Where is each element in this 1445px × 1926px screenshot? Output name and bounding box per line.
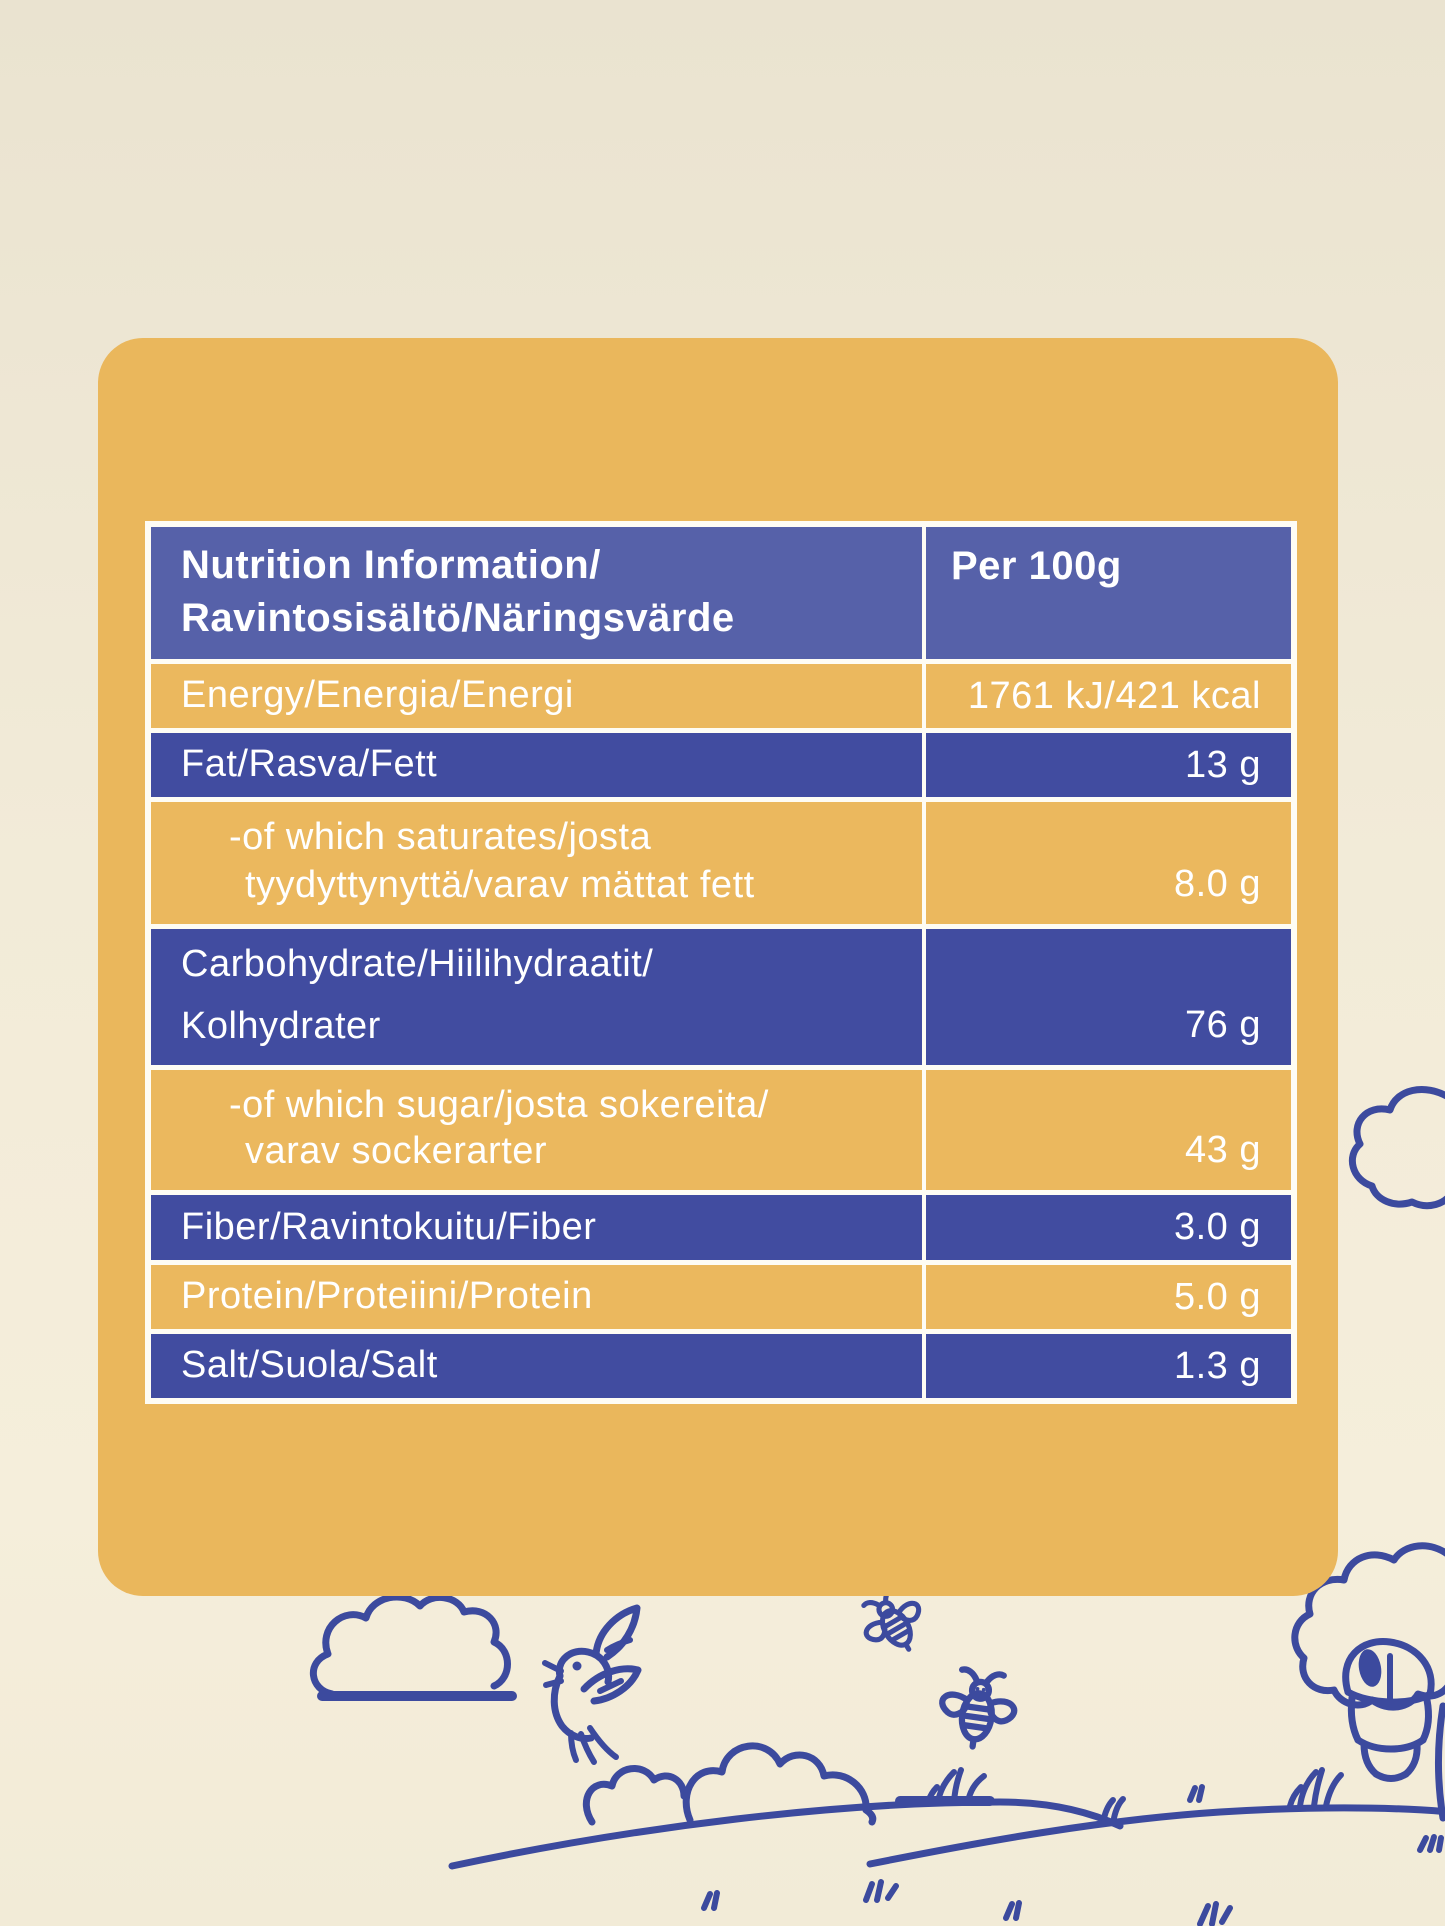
row-value-text: 5.0 g (1173, 1275, 1261, 1318)
cloud-icon (309, 1593, 517, 1701)
row-label-text: Protein/Proteiini/Protein (181, 1275, 593, 1318)
per-100g-label: Per 100g (951, 544, 1122, 588)
row-label-text: Carbohydrate/Hiilihydraatit/ (181, 943, 654, 985)
row-label: -of which saturates/josta tyydyttynyttä/… (151, 802, 922, 924)
table-row-fat: Fat/Rasva/Fett 13 g (151, 733, 1291, 797)
row-label-text: Kolhydrater (181, 1005, 381, 1048)
bee-icon (939, 1666, 1018, 1750)
row-value-text: 1.3 g (1173, 1344, 1261, 1387)
table-row-sugar: -of which sugar/josta sokereita/ varav s… (151, 1070, 1291, 1190)
hill-line (448, 1796, 1445, 1870)
table-row-salt: Salt/Suola/Salt 1.3 g (151, 1334, 1291, 1398)
row-label-text: tyydyttynyttä/varav mättat fett (245, 864, 755, 907)
row-value-text: 8.0 g (1173, 863, 1261, 905)
row-value-text: 76 g (1185, 1004, 1261, 1046)
row-value-text: 13 g (1185, 743, 1261, 786)
table-header-title: Nutrition Information/ Ravintosisältö/Nä… (151, 527, 922, 659)
nutrition-table: Nutrition Information/ Ravintosisältö/Nä… (145, 521, 1297, 1404)
row-value: 13 g (926, 733, 1291, 797)
row-label: Salt/Suola/Salt (151, 1334, 922, 1398)
row-value-text: 43 g (1185, 1129, 1261, 1171)
table-header-per100g: Per 100g (926, 527, 1291, 659)
header-title-line1: Nutrition Information/ (181, 543, 601, 587)
table-row-protein: Protein/Proteiini/Protein 5.0 g (151, 1265, 1291, 1329)
row-label-text: -of which saturates/josta (229, 816, 652, 858)
row-label: Protein/Proteiini/Protein (151, 1265, 922, 1329)
row-value: 3.0 g (926, 1195, 1291, 1260)
row-value-text: 3.0 g (1173, 1206, 1261, 1248)
grass-tuft-icon (701, 1767, 1444, 1926)
bird-icon (542, 1604, 642, 1765)
row-value: 76 g (926, 929, 1291, 1065)
table-header-row: Nutrition Information/ Ravintosisältö/Nä… (151, 527, 1291, 659)
row-value: 1.3 g (926, 1334, 1291, 1398)
row-value: 5.0 g (926, 1265, 1291, 1329)
row-label: Fat/Rasva/Fett (151, 733, 922, 797)
table-row-saturates: -of which saturates/josta tyydyttynyttä/… (151, 802, 1291, 924)
row-label-text: -of which sugar/josta sokereita/ (229, 1084, 769, 1126)
row-label-text: varav sockerarter (245, 1130, 548, 1173)
row-value: 43 g (926, 1070, 1291, 1190)
edge-cloud-icon (1348, 1086, 1445, 1210)
row-label-text: Energy/Energia/Energi (181, 674, 574, 717)
row-value: 1761 kJ/421 kcal (926, 664, 1291, 728)
row-label-text: Fat/Rasva/Fett (181, 743, 438, 786)
header-title-line2: Ravintosisältö/Näringsvärde (181, 596, 735, 640)
row-label-text: Salt/Suola/Salt (181, 1344, 438, 1387)
row-value-text: 1761 kJ/421 kcal (967, 674, 1261, 717)
table-row-energy: Energy/Energia/Energi 1761 kJ/421 kcal (151, 664, 1291, 728)
row-label: Carbohydrate/Hiilihydraatit/ Kolhydrater (151, 929, 922, 1065)
row-label: Fiber/Ravintokuitu/Fiber (151, 1195, 922, 1260)
row-value: 8.0 g (926, 802, 1291, 924)
row-label-text: Fiber/Ravintokuitu/Fiber (181, 1205, 597, 1248)
row-label: -of which sugar/josta sokereita/ varav s… (151, 1070, 922, 1190)
beehive-icon (1342, 1638, 1435, 1782)
row-label: Energy/Energia/Energi (151, 664, 922, 728)
table-row-carbohydrate: Carbohydrate/Hiilihydraatit/ Kolhydrater… (151, 929, 1291, 1065)
table-row-fiber: Fiber/Ravintokuitu/Fiber 3.0 g (151, 1195, 1291, 1260)
